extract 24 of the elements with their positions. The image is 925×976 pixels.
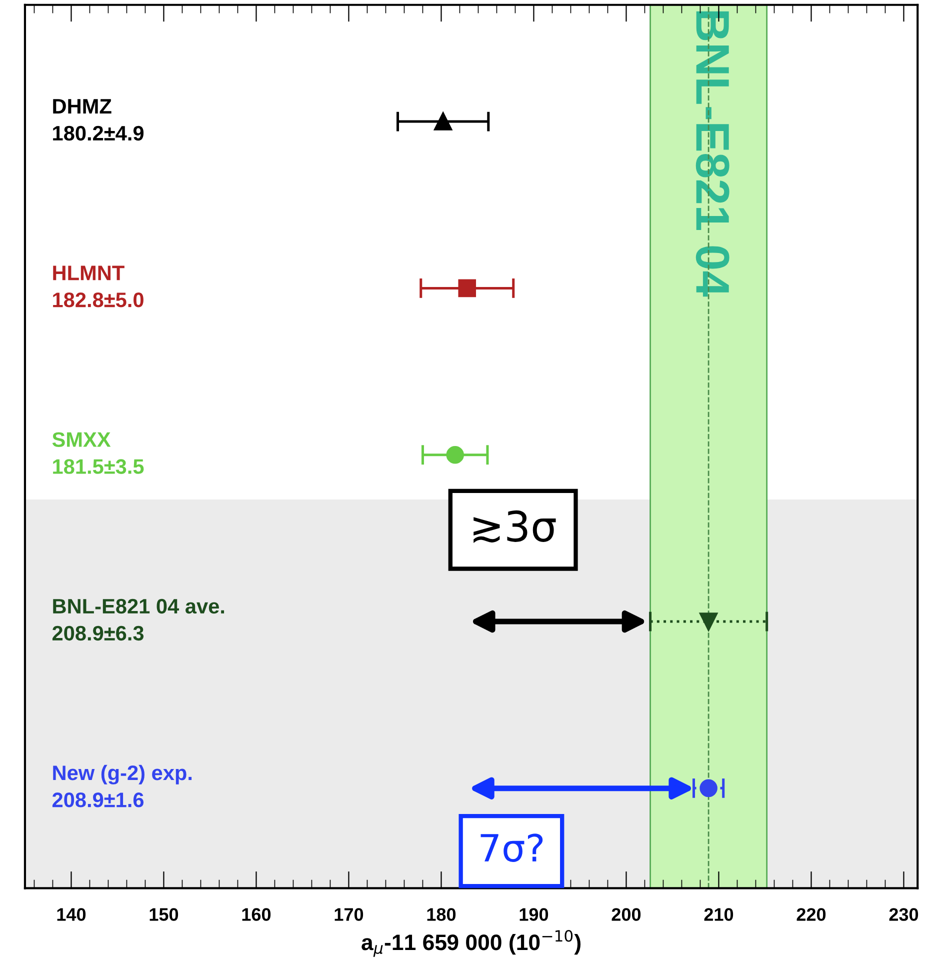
y-tick-label: HLMNT 182.8±5.0	[53, 266, 144, 308]
point	[700, 612, 718, 630]
x-tick-label: 210	[704, 908, 734, 921]
x-tick-label: 230	[889, 908, 918, 921]
y-tick-label: BNL-E821 04 ave. 208.9±6.3	[52, 598, 224, 641]
point	[434, 112, 452, 130]
y-tick-label: SMXX 181.5±3.5	[52, 432, 144, 474]
x-tick-label: 180	[427, 908, 456, 921]
y-tick-label: DHMZ 180.2±4.9	[53, 99, 144, 141]
x-tick-label: 160	[242, 908, 271, 921]
point	[446, 446, 464, 464]
x-tick-label: 170	[334, 908, 364, 921]
point	[458, 279, 476, 298]
y-tick-label: New (g-2) exp. 208.9±1.6	[52, 764, 192, 808]
x-tick-label: 140	[57, 908, 86, 921]
x-tick-label: 190	[520, 908, 548, 921]
annotation: 7σ?	[480, 834, 543, 862]
band-label: BNL-E821 04	[696, 11, 730, 297]
point	[700, 779, 718, 798]
x-tick-label: 220	[796, 908, 826, 921]
x-tick-label: 150	[150, 908, 178, 921]
x-tick-label: 200	[612, 908, 641, 921]
x-axis-title: a$_{μ}$-11 659 000 (10$^{−10}$)	[362, 930, 580, 957]
annotation: ≳3σ	[474, 510, 556, 543]
